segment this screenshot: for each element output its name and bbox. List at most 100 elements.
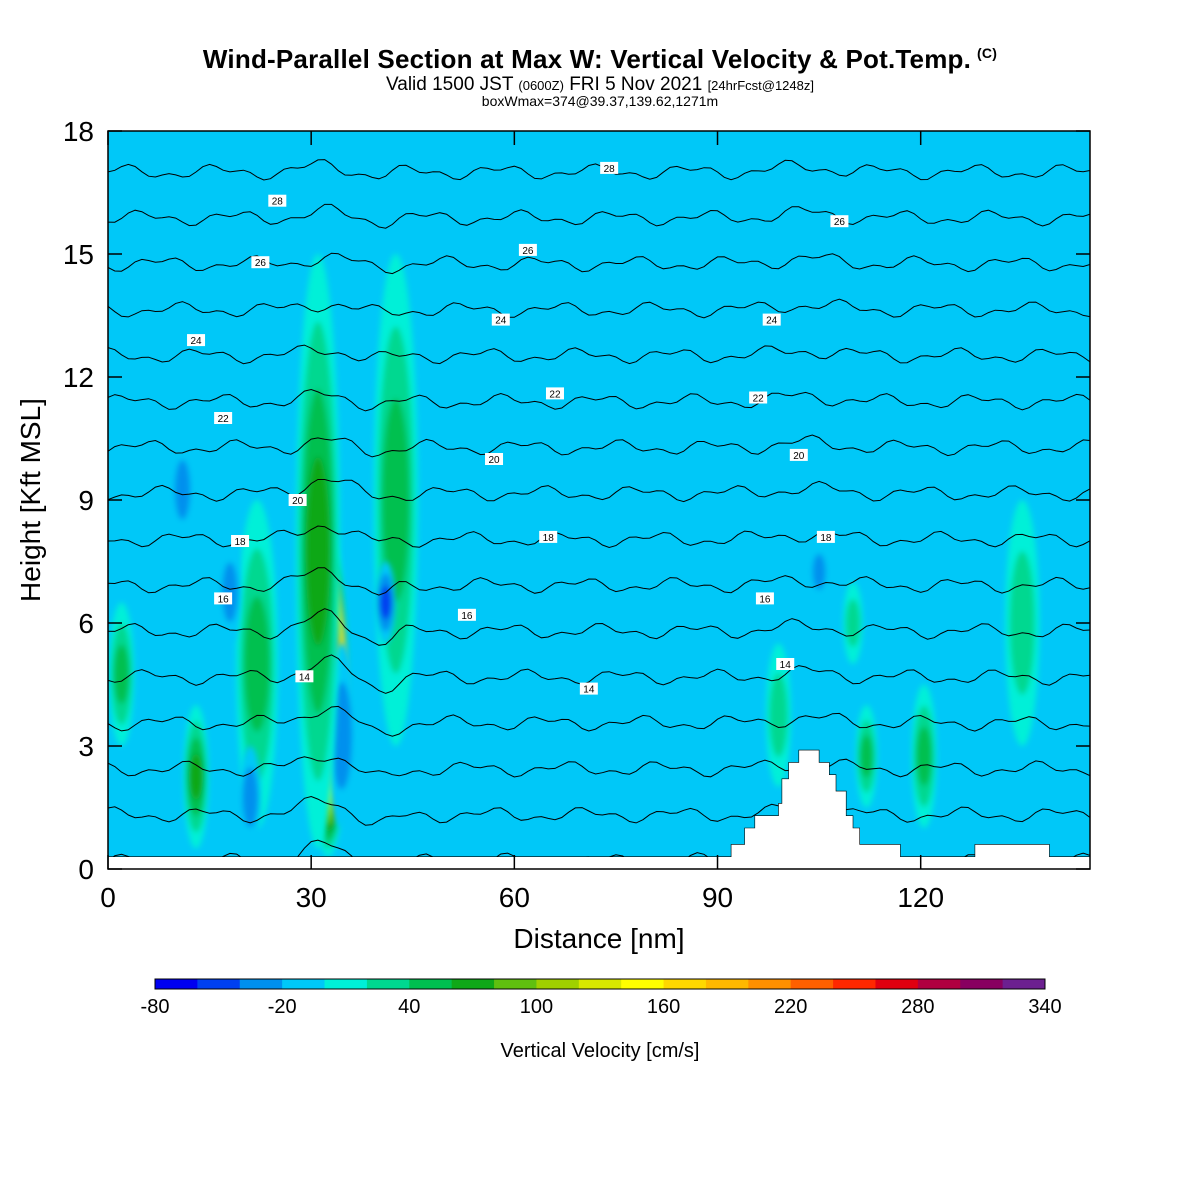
copyright-mark: (C) — [977, 45, 998, 62]
contour-label: 20 — [485, 453, 504, 466]
theta-contour-line — [108, 567, 1090, 596]
velocity-level — [244, 596, 270, 732]
theta-contour-line — [108, 705, 1090, 737]
colorbar-swatch — [663, 979, 707, 989]
velocity-feature — [171, 438, 194, 541]
velocity-level — [222, 562, 238, 623]
colorbar-swatch — [875, 979, 919, 989]
y-tick-label: 0 — [78, 854, 94, 885]
velocity-level — [845, 599, 861, 647]
subtitle-forecast: [24hrFcst@1248z] — [707, 78, 814, 93]
velocity-feature — [109, 602, 135, 746]
velocity-level — [305, 456, 331, 646]
contour-label: 28 — [268, 194, 287, 208]
velocity-level — [613, 131, 633, 213]
chart-title: Wind-Parallel Section at Max W: Vertical… — [0, 44, 1200, 75]
contour-label: 18 — [816, 530, 835, 544]
x-tick-label: 0 — [100, 882, 116, 913]
theta-contours — [108, 159, 1090, 869]
colorbar-swatch — [790, 979, 834, 989]
colorbar-swatch — [282, 979, 326, 989]
contour-label-bg — [776, 658, 795, 670]
velocity-feature — [855, 705, 878, 808]
colorbar-swatch — [239, 979, 283, 989]
axes: 0 30 60 90 120 0 3 6 9 12 15 18 — [63, 116, 1090, 913]
contour-label-text: 18 — [543, 533, 555, 544]
contour-label-text: 18 — [234, 537, 246, 548]
contour-label-bg — [268, 194, 287, 207]
x-tick-label: 60 — [499, 882, 530, 913]
colorbar-swatch — [409, 979, 453, 989]
subtitle-date: FRI 5 Nov 2021 — [569, 74, 703, 95]
contour-label-text: 20 — [793, 451, 805, 462]
colorbar-swatch — [451, 979, 495, 989]
velocity-level — [1009, 551, 1035, 695]
contour-label-bg — [251, 256, 270, 269]
x-tick-label: 90 — [702, 882, 733, 913]
velocity-level — [382, 398, 410, 602]
velocity-feature — [236, 500, 278, 828]
contour-label-bg — [816, 530, 835, 543]
theta-contour-line — [108, 654, 1090, 694]
velocity-feature — [183, 705, 209, 849]
colorbar-frame — [154, 978, 1046, 990]
velocity-level — [379, 585, 392, 620]
contour-label: 14 — [579, 682, 598, 696]
y-tick-label: 6 — [78, 608, 94, 639]
contour-label-bg — [288, 494, 307, 506]
y-tick-label: 3 — [78, 731, 94, 762]
colorbar-tick-label: 160 — [647, 996, 680, 1018]
theta-contour-line — [108, 525, 1090, 549]
velocity-level — [769, 673, 788, 758]
colorbar-tick-label: -20 — [268, 996, 297, 1018]
theta-contour-line — [108, 344, 1090, 365]
contour-label-bg — [749, 391, 768, 404]
velocity-level — [189, 753, 203, 800]
colorbar-swatch — [366, 979, 410, 989]
colorbar-swatch — [494, 979, 537, 989]
contour-label: 26 — [830, 215, 849, 228]
contour-label: 20 — [789, 448, 808, 462]
y-axis-label: Height [Kft MSL] — [15, 398, 46, 602]
contour-label: 22 — [749, 391, 768, 405]
contour-label: 22 — [214, 412, 233, 425]
contour-label-bg — [214, 592, 233, 605]
velocity-feature — [774, 131, 810, 377]
contour-label: 18 — [539, 530, 558, 544]
chart-title-text: Wind-Parallel Section at Max W: Vertical… — [202, 44, 972, 74]
contour-label-text: 20 — [292, 496, 304, 507]
contour-label: 16 — [755, 592, 774, 605]
velocity-feature — [219, 541, 241, 644]
contour-label-text: 24 — [190, 336, 202, 347]
velocity-feature — [843, 582, 863, 664]
contour-label: 16 — [457, 608, 476, 622]
chart-subtitle: Valid 1500 JST (0600Z) FRI 5 Nov 2021 [2… — [0, 74, 1200, 96]
colorbar-swatch — [578, 979, 622, 989]
contour-label: 16 — [214, 592, 233, 605]
contour-label: 20 — [288, 494, 307, 507]
contour-label-text: 22 — [753, 394, 765, 405]
theta-contour-line — [108, 203, 1090, 229]
contour-label-text: 20 — [488, 455, 500, 466]
colorbar-swatch — [833, 979, 876, 989]
velocity-feature — [239, 746, 261, 849]
velocity-feature — [295, 254, 340, 849]
contour-label: 26 — [518, 243, 537, 257]
colorbar: -80 -20 40 100 160 220 280 340 — [141, 978, 1062, 1018]
velocity-level — [859, 735, 874, 778]
contour-labels: 28 28 26 26 26 24 24 24 22 22 22 20 20 20 18 18 18 16 16 16… — [187, 161, 849, 696]
velocity-feature — [1005, 500, 1040, 746]
velocity-feature — [613, 131, 633, 213]
colorbar-tick-label: 40 — [398, 996, 420, 1018]
velocity-level — [242, 767, 258, 828]
contour-label-bg — [491, 313, 510, 326]
contour-label: 24 — [762, 313, 781, 327]
x-tick-label: 120 — [897, 882, 944, 913]
contour-label-bg — [518, 243, 537, 256]
contour-label-text: 24 — [495, 316, 507, 327]
colorbar-swatch — [748, 979, 792, 989]
contour-label-bg — [579, 682, 598, 695]
colorbar-swatch — [705, 979, 749, 989]
theta-contour-line — [108, 298, 1090, 319]
